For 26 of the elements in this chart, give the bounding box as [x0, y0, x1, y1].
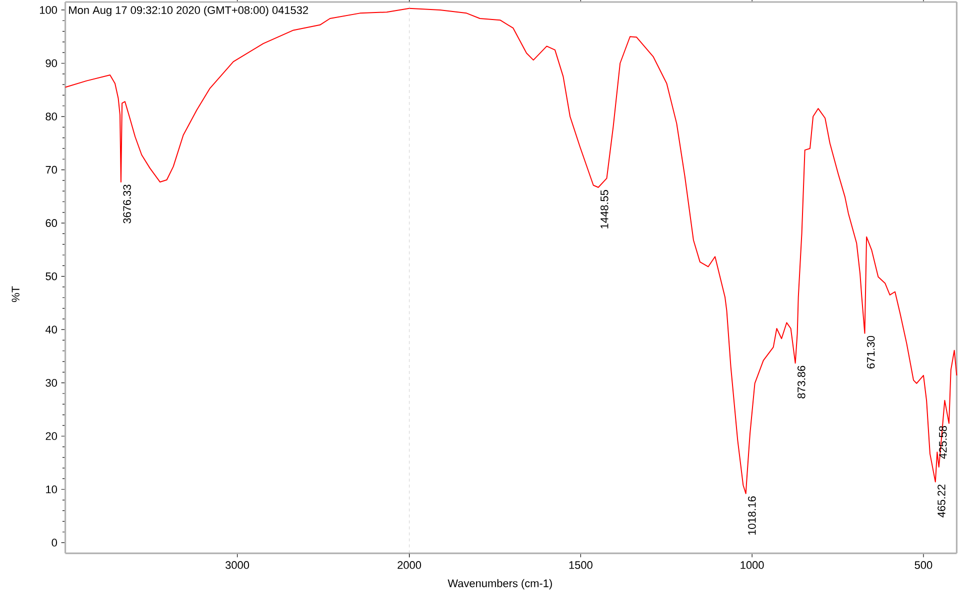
y-axis-title: %T	[12, 286, 20, 302]
y-tick-label: 50	[46, 272, 57, 280]
x-tick-label: 3000	[226, 561, 250, 569]
annotation: 671.30	[866, 336, 875, 368]
annotation: Mon Aug 17 09:32:10 2020 (GMT+08:00) 041532	[69, 6, 308, 16]
x-axis-title: Wavenumbers (cm-1)	[448, 579, 552, 590]
x-tick-label: 1500	[569, 561, 592, 569]
annotation: 873.86	[798, 366, 806, 398]
y-tick-label: 80	[46, 112, 57, 120]
y-tick-label: 0	[52, 538, 58, 547]
annotation: 425.58	[939, 426, 947, 459]
annotation: 3676.33	[123, 184, 131, 224]
x-tick-label: 500	[914, 561, 932, 569]
y-tick-label: 10	[46, 486, 57, 494]
y-tick-label: 70	[46, 166, 57, 174]
x-tick-label: 2000	[398, 561, 422, 569]
annotation: 1448.55	[600, 190, 608, 228]
y-tick-label: 60	[46, 219, 57, 227]
y-tick-label: 30	[46, 378, 57, 387]
y-tick-label: 100	[40, 6, 57, 14]
x-tick-label: 1000	[740, 561, 764, 569]
y-tick-label: 40	[46, 326, 57, 334]
y-tick-label: 20	[46, 432, 57, 440]
y-tick-label: 90	[46, 59, 57, 68]
annotation: 465.22	[938, 484, 946, 518]
annotation: 1018.16	[748, 496, 756, 535]
